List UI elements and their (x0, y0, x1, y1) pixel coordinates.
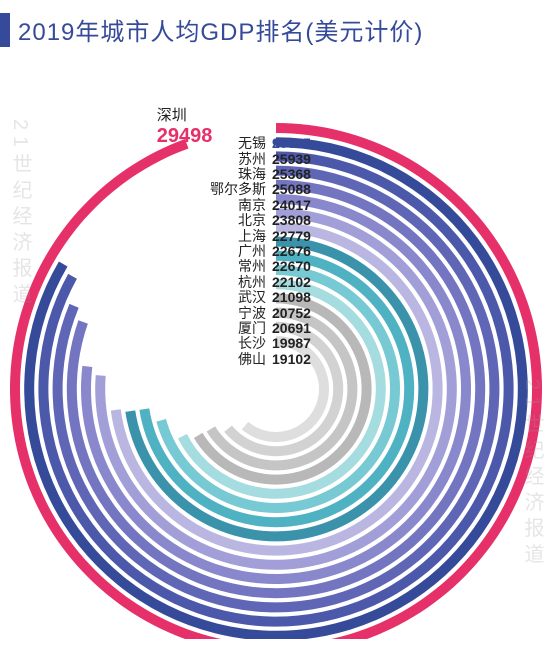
label-row-12: 厦门 20691 (206, 321, 311, 335)
value-label: 22676 (272, 244, 311, 258)
value-label: 22670 (272, 259, 311, 273)
label-row-6: 上海 22779 (206, 229, 311, 243)
city-label: 佛山 (206, 352, 266, 366)
city-label: 无锡 (206, 136, 266, 150)
label-row-8: 常州 22670 (206, 259, 311, 273)
city-label: 南京 (206, 198, 266, 212)
chart-labels: 无锡 26065 苏州 25939 珠海 25368 鄂尔多斯 25088 南京 24017 北京 2… (0, 59, 553, 639)
label-row-9: 杭州 22102 (206, 275, 311, 289)
value-label: 23808 (272, 213, 311, 227)
city-label: 常州 (206, 259, 266, 273)
label-row-3: 鄂尔多斯 25088 (206, 182, 311, 196)
city-label: 苏州 (206, 152, 266, 166)
value-label: 20691 (272, 321, 311, 335)
city-label: 厦门 (206, 321, 266, 335)
value-label: 19987 (272, 336, 311, 350)
label-row-1: 苏州 25939 (206, 152, 311, 166)
featured-value: 29498 (157, 125, 213, 148)
label-row-7: 广州 22676 (206, 244, 311, 258)
value-label: 26065 (272, 136, 311, 150)
label-row-13: 长沙 19987 (206, 336, 311, 350)
value-label: 25088 (272, 182, 311, 196)
value-label: 19102 (272, 352, 311, 366)
value-label: 24017 (272, 198, 311, 212)
city-label: 北京 (206, 213, 266, 227)
header-accent-bar (0, 13, 10, 47)
value-label: 20752 (272, 306, 311, 320)
label-row-11: 宁波 20752 (206, 306, 311, 320)
page-title: 2019年城市人均GDP排名(美元计价) (18, 12, 423, 47)
value-label: 21098 (272, 290, 311, 304)
label-row-5: 北京 23808 (206, 213, 311, 227)
city-label: 杭州 (206, 275, 266, 289)
featured-city: 深圳 (157, 104, 213, 125)
radial-chart: 无锡 26065 苏州 25939 珠海 25368 鄂尔多斯 25088 南京 24017 北京 2… (0, 59, 553, 639)
city-label: 宁波 (206, 306, 266, 320)
city-label: 广州 (206, 244, 266, 258)
label-row-10: 武汉 21098 (206, 290, 311, 304)
label-row-14: 佛山 19102 (206, 352, 311, 366)
label-row-0: 无锡 26065 (206, 136, 311, 150)
city-label: 长沙 (206, 336, 266, 350)
city-label: 珠海 (206, 167, 266, 181)
label-row-4: 南京 24017 (206, 198, 311, 212)
value-label: 25368 (272, 167, 311, 181)
header: 2019年城市人均GDP排名(美元计价) (0, 0, 553, 59)
value-label: 22102 (272, 275, 311, 289)
city-label: 上海 (206, 229, 266, 243)
featured-label: 深圳29498 (157, 104, 213, 148)
city-label: 鄂尔多斯 (206, 182, 266, 196)
label-row-2: 珠海 25368 (206, 167, 311, 181)
value-label: 25939 (272, 152, 311, 166)
value-label: 22779 (272, 229, 311, 243)
city-label: 武汉 (206, 290, 266, 304)
